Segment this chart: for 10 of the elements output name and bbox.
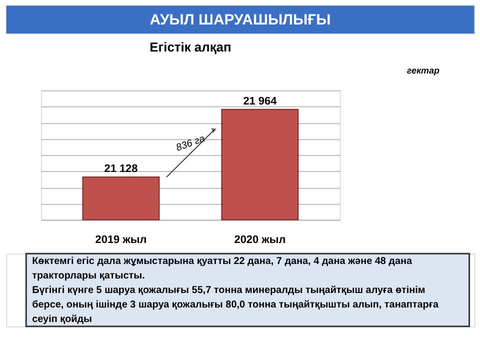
- text: гектар: [406, 65, 440, 76]
- x-tick-label: 2020 жыл: [234, 234, 286, 246]
- chart-title: АУЫЛ ШАРУАШЫЛЫҒЫ: [150, 12, 331, 29]
- x-tick-label: 2019 жыл: [95, 234, 147, 246]
- chart-subtitle: Егістік алқап: [150, 39, 232, 54]
- text: Бүгінгі күнге 5 шаруа қожалығы 55,7 тонна минералды тыңайтқыш алуға өтінім берсе, оның ішінде 3 шаруа қожалығы 80,0 тонна тыңайтқышты алып, танаптарға сеуіп қойды: [32, 284, 439, 326]
- annotation: 836 га: [174, 133, 207, 154]
- text: Көктемгі егіс дала жұмыстарына қуатты 22 дана, 7 дана, 4 дана және 48 дана тракторлары қатысты.: [32, 256, 413, 282]
- data-label: 21 128: [104, 163, 138, 176]
- data-label: 21 964: [243, 95, 278, 108]
